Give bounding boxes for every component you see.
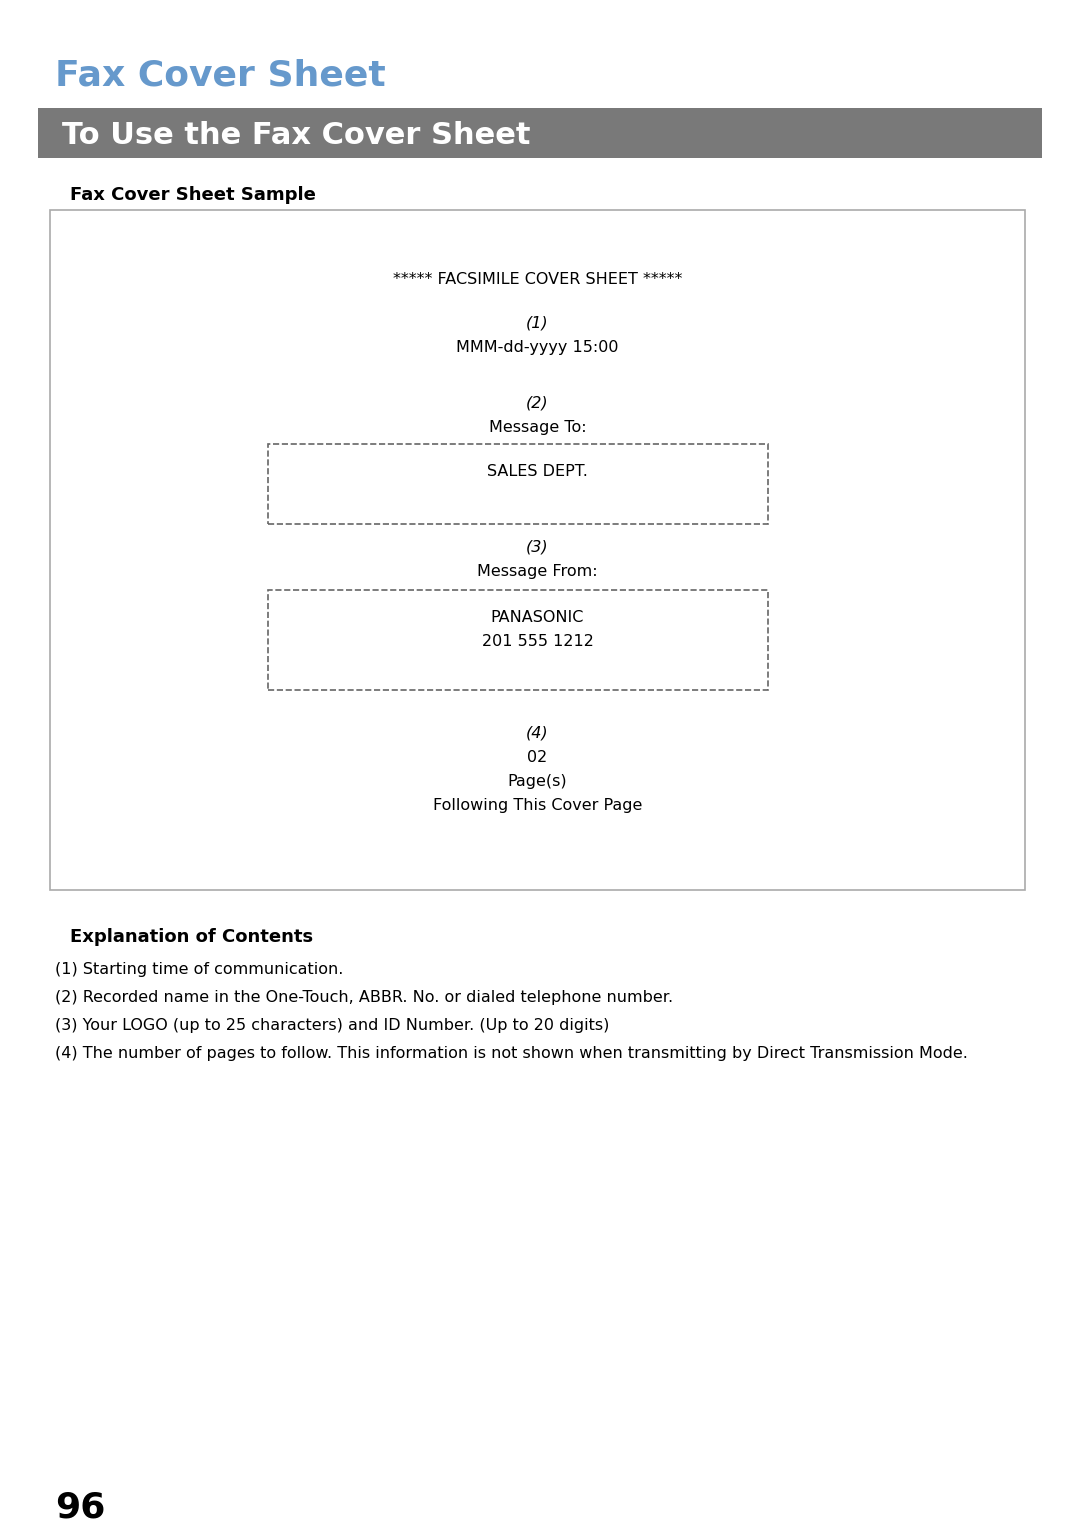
- FancyBboxPatch shape: [268, 590, 768, 691]
- Text: Message From:: Message From:: [477, 564, 598, 579]
- FancyBboxPatch shape: [50, 209, 1025, 889]
- FancyBboxPatch shape: [268, 445, 768, 524]
- Text: PANASONIC: PANASONIC: [490, 610, 584, 625]
- Text: (4) The number of pages to follow. This information is not shown when transmitti: (4) The number of pages to follow. This …: [55, 1047, 968, 1060]
- Text: (1): (1): [526, 316, 549, 332]
- Text: Following This Cover Page: Following This Cover Page: [433, 798, 643, 813]
- Text: Message To:: Message To:: [488, 420, 586, 435]
- Text: 201 555 1212: 201 555 1212: [482, 634, 593, 649]
- Text: (2) Recorded name in the One-Touch, ABBR. No. or dialed telephone number.: (2) Recorded name in the One-Touch, ABBR…: [55, 990, 673, 1005]
- Text: Fax Cover Sheet Sample: Fax Cover Sheet Sample: [70, 186, 315, 205]
- FancyBboxPatch shape: [38, 108, 1042, 157]
- Text: ***** FACSIMILE COVER SHEET *****: ***** FACSIMILE COVER SHEET *****: [393, 272, 683, 287]
- Text: 96: 96: [55, 1490, 106, 1523]
- Text: (3) Your LOGO (up to 25 characters) and ID Number. (Up to 20 digits): (3) Your LOGO (up to 25 characters) and …: [55, 1018, 609, 1033]
- Text: (4): (4): [526, 726, 549, 741]
- Text: MMM-dd-yyyy 15:00: MMM-dd-yyyy 15:00: [456, 341, 619, 354]
- Text: Explanation of Contents: Explanation of Contents: [70, 927, 313, 946]
- Text: (3): (3): [526, 539, 549, 555]
- Text: Page(s): Page(s): [508, 775, 567, 788]
- Text: (2): (2): [526, 396, 549, 411]
- Text: SALES DEPT.: SALES DEPT.: [487, 465, 588, 478]
- Text: 02: 02: [527, 750, 548, 766]
- Text: (1) Starting time of communication.: (1) Starting time of communication.: [55, 963, 343, 976]
- Text: To Use the Fax Cover Sheet: To Use the Fax Cover Sheet: [62, 121, 530, 150]
- Text: Fax Cover Sheet: Fax Cover Sheet: [55, 58, 386, 92]
